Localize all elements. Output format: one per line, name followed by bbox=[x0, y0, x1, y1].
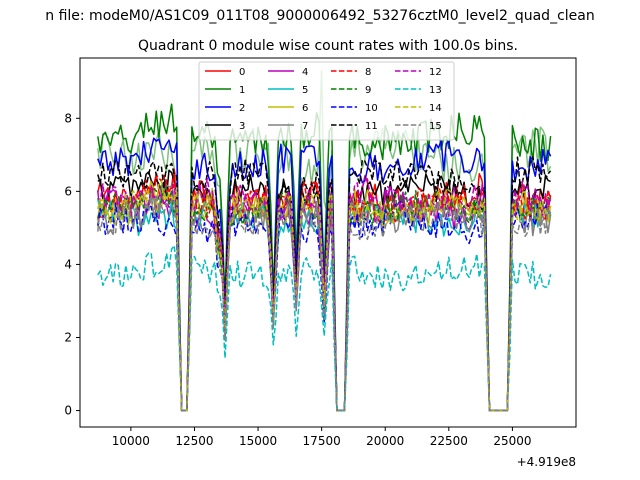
legend-label-1: 1 bbox=[239, 85, 245, 96]
legend-entry-7: 7 bbox=[268, 121, 308, 132]
y-tick-label-3: 6 bbox=[64, 184, 72, 198]
legend-box bbox=[198, 61, 455, 141]
legend-entry-14: 14 bbox=[395, 103, 442, 114]
legend-label-3: 3 bbox=[239, 121, 245, 132]
axes-frame bbox=[79, 57, 577, 428]
chart-suptitle: n file: modeM0/AS1C09_011T08_9000006492_… bbox=[45, 8, 594, 24]
legend-entry-12: 12 bbox=[395, 67, 442, 78]
y-tick-label-0: 0 bbox=[64, 404, 72, 418]
legend-label-11: 11 bbox=[365, 121, 378, 132]
legend-entry-4: 4 bbox=[268, 67, 308, 78]
y-axis: 0 2 4 6 8 bbox=[64, 111, 80, 418]
series-line-10 bbox=[97, 200, 551, 412]
legend-label-5: 5 bbox=[302, 85, 308, 96]
legend-entry-5: 5 bbox=[268, 85, 308, 96]
legend-label-15: 15 bbox=[429, 121, 442, 132]
legend-entry-6: 6 bbox=[268, 103, 308, 114]
x-tick-label-6: 25000 bbox=[493, 434, 531, 448]
legend-label-10: 10 bbox=[365, 103, 378, 114]
series-line-15 bbox=[97, 192, 552, 412]
y-tick-label-4: 8 bbox=[64, 111, 72, 125]
series-line-highlight bbox=[97, 70, 552, 412]
x-tick-label-5: 22500 bbox=[430, 434, 468, 448]
x-tick-label-2: 15000 bbox=[239, 434, 277, 448]
series-line-8 bbox=[97, 174, 552, 412]
x-tick-label-3: 17500 bbox=[303, 434, 341, 448]
legend-entry-3: 3 bbox=[205, 121, 245, 132]
legend-entry-9: 9 bbox=[331, 85, 371, 96]
x-axis: 10000 12500 15000 17500 20000 22500 25000 bbox=[112, 427, 532, 448]
legend-label-8: 8 bbox=[365, 67, 371, 78]
legend-entry-11: 11 bbox=[331, 121, 378, 132]
legend-label-9: 9 bbox=[365, 85, 371, 96]
x-axis-offset-label: +4.919e8 bbox=[517, 455, 576, 469]
series-layer bbox=[97, 70, 552, 412]
y-tick-label-1: 2 bbox=[64, 330, 72, 344]
legend-label-4: 4 bbox=[302, 67, 308, 78]
legend-label-12: 12 bbox=[429, 67, 442, 78]
legend-label-13: 13 bbox=[429, 85, 442, 96]
legend-entry-0: 0 bbox=[205, 67, 245, 78]
series-line-14 bbox=[97, 180, 552, 412]
x-tick-label-4: 20000 bbox=[366, 434, 404, 448]
legend-entry-8: 8 bbox=[331, 67, 371, 78]
chart-title: Quadrant 0 module wise count rates with … bbox=[138, 38, 518, 54]
legend-label-7: 7 bbox=[302, 121, 308, 132]
legend-entry-13: 13 bbox=[395, 85, 442, 96]
legend-label-2: 2 bbox=[239, 103, 245, 114]
legend-label-0: 0 bbox=[239, 67, 245, 78]
legend-entry-15: 15 bbox=[395, 121, 442, 132]
x-tick-label-0: 10000 bbox=[112, 434, 150, 448]
legend-label-6: 6 bbox=[302, 103, 308, 114]
y-tick-label-2: 4 bbox=[64, 257, 72, 271]
legend-entry-10: 10 bbox=[331, 103, 378, 114]
x-tick-label-1: 12500 bbox=[175, 434, 213, 448]
plot-area bbox=[79, 57, 577, 428]
legend-entry-1: 1 bbox=[205, 85, 245, 96]
legend-label-14: 14 bbox=[429, 103, 442, 114]
legend-entry-2: 2 bbox=[205, 103, 245, 114]
